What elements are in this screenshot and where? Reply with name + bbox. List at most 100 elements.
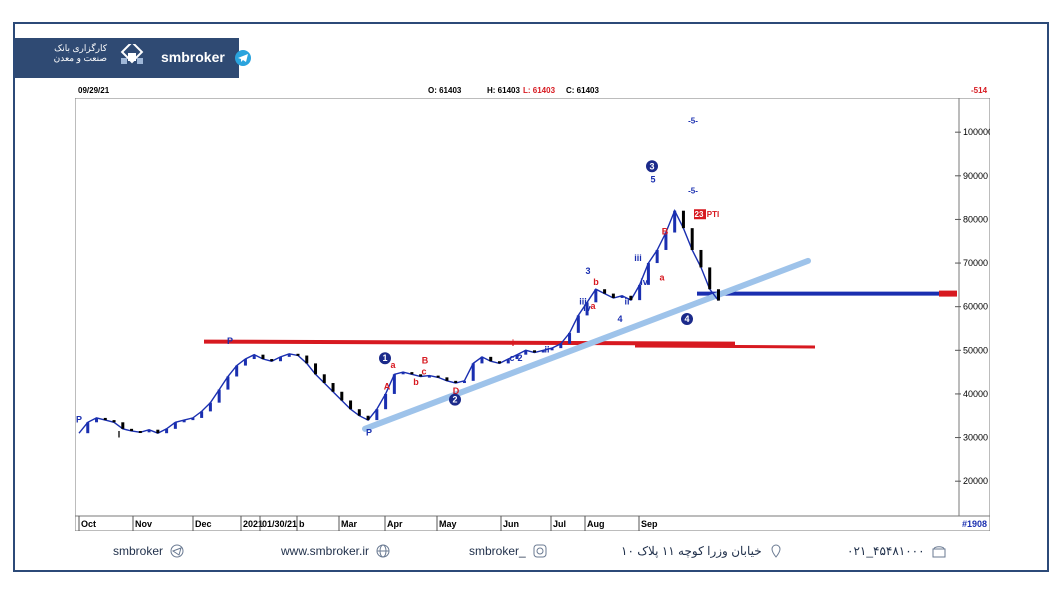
- price-chart: 100000 90000 80000 70000 60000 50000 40000 3000…: [75, 98, 990, 531]
- footer-telegram[interactable]: smbroker: [113, 544, 185, 558]
- y-corner-label: #1908: [962, 519, 987, 529]
- price-candle: [103, 417, 107, 421]
- footer-phone[interactable]: ۰۲۱_۴۵۴۸۱۰۰۰: [847, 544, 947, 558]
- price-candle: [585, 302, 589, 316]
- price-candle: [217, 389, 221, 403]
- wave-label: c: [509, 353, 514, 363]
- footer-address: خیابان وزرا کوچه ۱۱ پلاک ۱۰: [621, 544, 784, 558]
- price-candle: [208, 402, 212, 412]
- wave-label: 2: [452, 395, 457, 405]
- overlay-lines: [203, 257, 957, 432]
- price-candle: [480, 356, 484, 364]
- price-candle: [112, 420, 116, 423]
- price-candle: [322, 374, 326, 384]
- price-candle: [340, 391, 344, 401]
- price-candle: [314, 363, 318, 375]
- wave-label: I: [118, 430, 121, 440]
- y-axis: 100000 90000 80000 70000 60000 50000 40000 3000…: [955, 127, 990, 486]
- header-close: C: 61403: [566, 86, 599, 95]
- price-candle: [410, 372, 414, 375]
- price-candle: [620, 295, 624, 298]
- header-low-label: L: 61403: [523, 86, 556, 95]
- price-candle: [541, 350, 545, 353]
- price-candle: [471, 363, 475, 381]
- channel-name: smbroker: [161, 49, 225, 65]
- wave-label: a: [659, 273, 665, 283]
- wave-label: i: [512, 338, 515, 348]
- price-candle: [173, 422, 177, 429]
- annotation-box: [694, 209, 706, 220]
- price-candle: [690, 228, 694, 250]
- wave-label: iv: [640, 277, 648, 287]
- x-tick-label: May: [439, 519, 457, 529]
- price-candle: [366, 415, 370, 421]
- broker-logo-text: کارگزاری بانک صنعت و معدن: [19, 43, 107, 63]
- header-low-value: 61403: [532, 86, 556, 95]
- price-candle: [392, 374, 396, 394]
- price-candle: [559, 343, 563, 349]
- wave-label: 5: [650, 174, 655, 184]
- footer-address-text: خیابان وزرا کوچه ۱۱ پلاک ۱۰: [621, 544, 762, 558]
- x-tick-label: Mar: [341, 519, 358, 529]
- wave-label: P: [227, 336, 233, 346]
- price-candle: [384, 393, 388, 410]
- wave-label: 3: [585, 266, 590, 276]
- wave-label: B: [422, 355, 429, 365]
- y-tick-label: 50000: [963, 345, 988, 355]
- x-tick-label: Apr: [387, 519, 403, 529]
- price-candle: [427, 375, 431, 378]
- wave-label: 3: [649, 161, 654, 171]
- last-price-tag: [939, 290, 957, 297]
- header-high: H: 61403: [487, 86, 520, 95]
- price-candle: [629, 295, 633, 301]
- telegram-icon[interactable]: [235, 50, 251, 66]
- price-candle: [252, 354, 256, 360]
- wave-label: ii: [544, 344, 549, 354]
- price-candle: [646, 263, 650, 285]
- price-candle: [568, 332, 572, 344]
- price-candle: [550, 348, 554, 351]
- price-candle: [226, 376, 230, 390]
- footer-phone-text: ۰۲۱_۴۵۴۸۱۰۰۰: [847, 544, 925, 558]
- wave-label: iii: [634, 253, 642, 263]
- footer-website[interactable]: www.smbroker.ir: [281, 544, 391, 558]
- price-series: [78, 208, 720, 434]
- wave-label: A: [384, 382, 391, 392]
- resistance-line: [203, 339, 736, 346]
- wave-label: B: [662, 227, 669, 237]
- price-candle: [331, 383, 335, 392]
- footer-instagram-text: smbroker_: [469, 544, 526, 558]
- price-candle: [270, 359, 274, 362]
- x-tick-label: 2021: [243, 519, 263, 529]
- telegram-icon: [170, 544, 184, 558]
- lower-red-line: [634, 344, 816, 349]
- price-candle: [121, 422, 125, 429]
- price-candle: [357, 409, 361, 416]
- price-candle: [278, 356, 282, 362]
- x-tick-label: Jul: [553, 519, 566, 529]
- price-candle: [664, 232, 668, 250]
- price-candle: [576, 315, 580, 333]
- wave-label: 4: [684, 314, 689, 324]
- price-candle: [95, 417, 99, 423]
- x-tick-label: Dec: [195, 519, 212, 529]
- x-tick-label: Jun: [503, 519, 519, 529]
- x-tick-label: 01/30/21: [262, 519, 297, 529]
- wave-label: ii: [624, 297, 629, 307]
- wave-marker: [681, 312, 693, 325]
- y-tick-label: 20000: [963, 476, 988, 486]
- price-candle: [305, 355, 309, 364]
- footer-instagram[interactable]: smbroker_: [469, 544, 548, 558]
- price-candle: [165, 428, 169, 434]
- price-candle: [594, 289, 598, 303]
- y-tick-label: 100000: [963, 127, 990, 137]
- price-candle: [603, 289, 607, 294]
- y-tick-label: 90000: [963, 171, 988, 181]
- y-tick-label: 40000: [963, 389, 988, 399]
- price-candle: [708, 267, 712, 290]
- wave-label: 4: [617, 314, 622, 324]
- price-candle: [182, 420, 186, 423]
- header-date: 09/29/21: [78, 86, 110, 95]
- brand-banner: کارگزاری بانک صنعت و معدن smbroker: [15, 38, 251, 78]
